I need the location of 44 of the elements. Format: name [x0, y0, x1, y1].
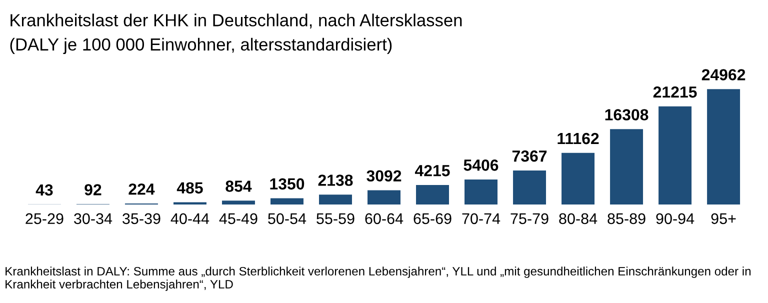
chart-title: Krankheitslast der KHK in Deutschland, nach Altersklassen	[10, 14, 462, 28]
chart-subtitle: (DALY je 100 000 Einwohner, altersstandardisiert)	[10, 38, 392, 54]
x-tick-label: 45-49	[219, 213, 258, 224]
bar	[610, 129, 644, 205]
bar	[270, 198, 304, 205]
x-tick-label: 95+	[711, 213, 736, 224]
x-tick-label: 80-84	[559, 213, 598, 224]
data-label: 854	[226, 180, 252, 192]
data-label: 24962	[702, 69, 746, 80]
x-tick-label: 25-29	[26, 213, 64, 224]
data-label: 1350	[270, 178, 304, 190]
data-label: 3092	[366, 170, 402, 182]
x-tick-label: 65-69	[414, 213, 452, 224]
data-label: 21215	[653, 86, 697, 98]
data-label: 7367	[512, 150, 547, 162]
data-label: 5406	[464, 160, 498, 171]
data-label: 11162	[558, 132, 599, 144]
x-tick-label: 70-74	[462, 213, 500, 224]
bar	[319, 194, 352, 205]
data-label: 4215	[414, 165, 450, 176]
x-tick-label: 85-89	[608, 213, 646, 224]
x-tick-label: 40-44	[170, 213, 210, 224]
data-label: 43	[36, 184, 53, 196]
text: Krankheitslast in DALY: Summe aus „durch Sterblichkeit verlorenen Lebensjahren“, YLL und „mit gesundheitlichen Einschränkungen oder in Krankheit verbrachten Lebensjahren“, YLD	[6, 266, 751, 291]
bar	[222, 200, 255, 205]
data-label: 485	[176, 182, 203, 194]
bar	[368, 190, 400, 205]
x-tick-label: 30-34	[74, 213, 112, 224]
x-tick-label: 75-79	[510, 213, 548, 224]
bar	[707, 89, 740, 205]
bar	[562, 152, 595, 205]
data-label: 92	[84, 184, 102, 196]
x-tick-label: 50-54	[268, 213, 306, 224]
x-tick-label: 55-59	[316, 213, 354, 224]
bar	[416, 185, 449, 205]
x-tick-label: 35-39	[122, 213, 160, 224]
data-label: 16308	[605, 109, 648, 120]
x-tick-label: 60-64	[365, 213, 404, 224]
x-tick-label: 90-94	[656, 213, 694, 224]
bar	[658, 106, 692, 205]
bar	[464, 180, 498, 205]
data-label: 224	[128, 183, 155, 195]
data-label: 2138	[318, 174, 353, 186]
bar	[513, 170, 546, 205]
